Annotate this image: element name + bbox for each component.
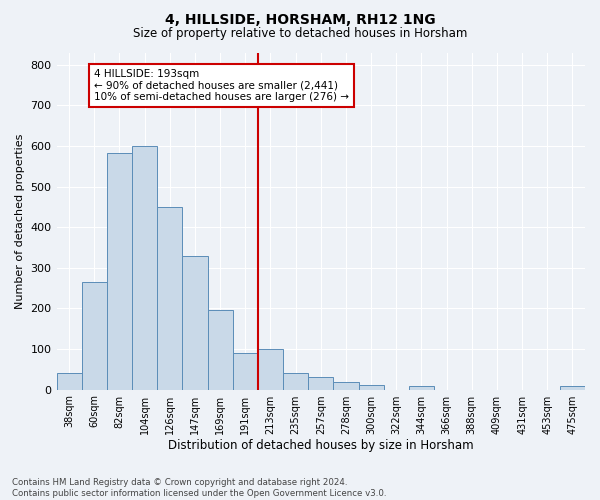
Text: 4, HILLSIDE, HORSHAM, RH12 1NG: 4, HILLSIDE, HORSHAM, RH12 1NG — [164, 12, 436, 26]
Text: Contains HM Land Registry data © Crown copyright and database right 2024.
Contai: Contains HM Land Registry data © Crown c… — [12, 478, 386, 498]
Bar — [359, 384, 383, 390]
Bar — [258, 349, 283, 390]
Text: Size of property relative to detached houses in Horsham: Size of property relative to detached ho… — [133, 28, 467, 40]
Bar — [283, 374, 308, 390]
Bar — [334, 382, 359, 390]
Bar — [308, 376, 334, 390]
Bar — [409, 386, 434, 390]
Bar — [233, 353, 258, 390]
Bar — [208, 310, 233, 390]
Bar — [560, 386, 585, 390]
Text: 4 HILLSIDE: 193sqm
← 90% of detached houses are smaller (2,441)
10% of semi-deta: 4 HILLSIDE: 193sqm ← 90% of detached hou… — [94, 68, 349, 102]
Bar — [182, 256, 208, 390]
Y-axis label: Number of detached properties: Number of detached properties — [15, 134, 25, 308]
Bar — [132, 146, 157, 390]
Bar — [157, 207, 182, 390]
Bar — [56, 374, 82, 390]
X-axis label: Distribution of detached houses by size in Horsham: Distribution of detached houses by size … — [168, 440, 473, 452]
Bar — [107, 153, 132, 390]
Bar — [82, 282, 107, 390]
